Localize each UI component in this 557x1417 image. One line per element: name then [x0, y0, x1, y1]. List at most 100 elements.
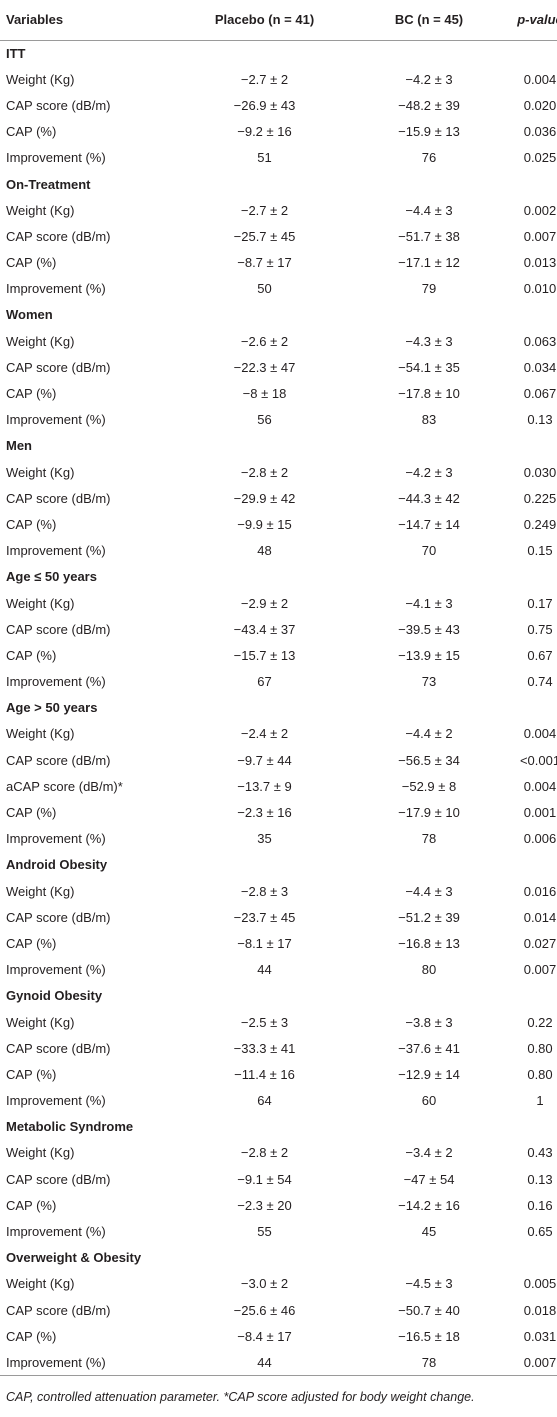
data-row: Weight (Kg) −2.5 ± 3 −3.8 ± 3 0.22	[0, 1009, 557, 1035]
data-row: Improvement (%) 55 45 0.65	[0, 1218, 557, 1244]
cell: −11.4 ± 16	[234, 1066, 295, 1082]
cell: 48	[257, 543, 272, 559]
cell: −44.3 ± 42	[398, 490, 460, 506]
data-row: CAP score (dB/m) −9.7 ± 44 −56.5 ± 34 <0.00…	[0, 747, 557, 773]
cell: 0.063	[523, 333, 557, 349]
table-body: ITT Weight (Kg) −2.7 ± 2 −4.2 ± 3 0.004 CAP s…	[0, 40, 557, 1377]
data-row: CAP score (dB/m) −22.3 ± 47 −54.1 ± 35 0.03…	[0, 354, 557, 380]
cell: −8.7 ± 17	[237, 255, 292, 271]
group-row: ITT	[0, 40, 557, 66]
cell: <0.001	[519, 752, 557, 768]
data-row: Weight (Kg) −2.8 ± 2 −3.4 ± 2 0.43	[0, 1140, 557, 1166]
cell: −17.1 ± 12	[398, 255, 460, 271]
row-label: CAP (%)	[6, 647, 57, 663]
cell: 0.006	[523, 831, 557, 847]
row-label: CAP score (dB/m)	[6, 97, 111, 113]
cell: 0.004	[523, 778, 557, 794]
data-row: CAP (%) −11.4 ± 16 −12.9 ± 14 0.80	[0, 1061, 557, 1087]
data-row: Weight (Kg) −2.7 ± 2 −4.2 ± 3 0.004	[0, 66, 557, 92]
row-label: Weight (Kg)	[6, 202, 75, 218]
cell: 44	[257, 962, 272, 978]
data-row: CAP score (dB/m) −33.3 ± 41 −37.6 ± 41 0.80	[0, 1035, 557, 1061]
cell: −8.4 ± 17	[237, 1328, 292, 1344]
cell: 0.020	[523, 97, 557, 113]
cell: 0.007	[523, 228, 557, 244]
cell: 70	[421, 543, 437, 559]
cell: 0.43	[527, 1145, 553, 1161]
row-label: CAP (%)	[6, 935, 57, 951]
cell: 60	[421, 1093, 437, 1109]
cell: −16.5 ± 18	[398, 1328, 460, 1344]
cell: −22.3 ± 47	[233, 359, 296, 375]
data-row: CAP (%) −9.9 ± 15 −14.7 ± 14 0.249	[0, 511, 557, 537]
data-row: CAP (%) −8 ± 18 −17.8 ± 10 0.067	[0, 380, 557, 406]
cell: −15.7 ± 13	[233, 647, 296, 663]
data-row: Improvement (%) 64 60 1	[0, 1088, 557, 1114]
cell: −4.2 ± 3	[405, 71, 453, 87]
cell: 0.007	[523, 962, 557, 978]
data-row: Weight (Kg) −2.4 ± 2 −4.4 ± 2 0.004	[0, 721, 557, 747]
cell: −2.5 ± 3	[240, 1014, 289, 1030]
data-row: Weight (Kg) −2.8 ± 3 −4.4 ± 3 0.016	[0, 878, 557, 904]
cell: 0.75	[527, 621, 553, 637]
cell: −25.6 ± 46	[233, 1302, 296, 1318]
cell: −9.7 ± 44	[237, 752, 292, 768]
cell: 0.010	[523, 281, 557, 297]
cell: 0.027	[523, 935, 557, 951]
cell: −52.9 ± 8	[401, 778, 457, 794]
group-row: Age > 50 years	[0, 695, 557, 721]
header-cell: Placebo (n = 41)	[182, 0, 353, 41]
cell: 0.001	[523, 805, 557, 821]
cell: −15.9 ± 13	[398, 124, 460, 140]
cell: −56.5 ± 34	[398, 752, 460, 768]
row-label: Improvement (%)	[6, 412, 106, 428]
group-row: Metabolic Syndrome	[0, 1114, 557, 1140]
group-row: Women	[0, 302, 557, 328]
row-label: Weight (Kg)	[6, 71, 75, 87]
data-row: Improvement (%) 56 83 0.13	[0, 407, 557, 433]
cell: −50.7 ± 40	[398, 1302, 460, 1318]
cell: 44	[182, 1349, 353, 1377]
cell: 0.014	[523, 909, 557, 925]
group-row: On-Treatment	[0, 171, 557, 197]
row-label: CAP score (dB/m)	[6, 752, 111, 768]
cell: −16.8 ± 13	[398, 935, 460, 951]
cell: −4.4 ± 2	[405, 726, 453, 742]
row-label: Weight (Kg)	[6, 1014, 75, 1030]
group-row: Android Obesity	[0, 852, 557, 878]
cell: 1	[536, 1093, 544, 1109]
data-row: CAP score (dB/m) −25.6 ± 46 −50.7 ± 40 0.01…	[0, 1297, 557, 1323]
data-row: Weight (Kg) −2.8 ± 2 −4.2 ± 3 0.030	[0, 459, 557, 485]
row-label: CAP score (dB/m)	[6, 359, 111, 375]
cell: −51.7 ± 38	[398, 228, 460, 244]
cell: −4.2 ± 3	[405, 464, 453, 480]
cell: −2.8 ± 2	[240, 1145, 289, 1161]
row-label: Weight (Kg)	[6, 1145, 75, 1161]
cell: 0.22	[527, 1014, 553, 1030]
cell: −54.1 ± 35	[398, 359, 460, 375]
row-label: Improvement (%)	[6, 150, 106, 166]
cell: −2.7 ± 2	[240, 202, 289, 218]
row-label: CAP (%)	[6, 386, 57, 402]
cell: 0.17	[527, 595, 553, 611]
cell: 0.031	[523, 1328, 557, 1344]
cell: −48.2 ± 39	[398, 97, 460, 113]
cell: −17.8 ± 10	[398, 386, 460, 402]
row-label: CAP score (dB/m)	[6, 228, 111, 244]
table-header: Variables Placebo (n = 41) BC (n = 45) p…	[0, 0, 557, 41]
cell: −39.5 ± 43	[398, 621, 460, 637]
group-row: Men	[0, 433, 557, 459]
cell: −3.8 ± 3	[405, 1014, 453, 1030]
group-row: Gynoid Obesity	[0, 983, 557, 1009]
group-row: Age ≤ 50 years	[0, 564, 557, 590]
row-label: aCAP score (dB/m)*	[6, 778, 123, 794]
cell: −3.0 ± 2	[240, 1276, 289, 1292]
group-row: Overweight & Obesity	[0, 1245, 557, 1271]
data-row: CAP (%) −9.2 ± 16 −15.9 ± 13 0.036	[0, 119, 557, 145]
cell: −14.2 ± 16	[398, 1197, 460, 1213]
cell: −17.9 ± 10	[398, 805, 460, 821]
cell: 0.025	[523, 150, 557, 166]
cell: −33.3 ± 41	[233, 1040, 296, 1056]
cell: 64	[257, 1093, 272, 1109]
cell: −4.1 ± 3	[405, 595, 453, 611]
